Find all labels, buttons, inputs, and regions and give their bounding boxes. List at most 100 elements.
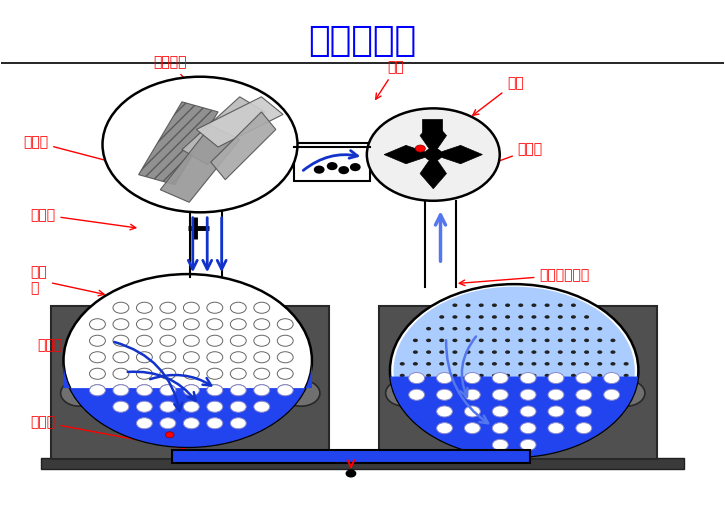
Circle shape — [465, 304, 471, 307]
Circle shape — [571, 350, 576, 354]
Circle shape — [478, 397, 484, 401]
Text: 挡液板: 挡液板 — [484, 142, 543, 167]
Circle shape — [254, 319, 270, 330]
Circle shape — [207, 418, 223, 429]
Circle shape — [282, 380, 320, 406]
Circle shape — [576, 406, 592, 417]
Circle shape — [505, 315, 510, 319]
Text: 扩散板: 扩散板 — [30, 208, 136, 230]
Circle shape — [518, 397, 523, 401]
Circle shape — [584, 315, 589, 319]
Text: 过冷器: 过冷器 — [38, 338, 134, 373]
Circle shape — [439, 350, 444, 354]
Circle shape — [231, 401, 247, 412]
Circle shape — [183, 351, 199, 363]
Circle shape — [548, 406, 564, 417]
Circle shape — [160, 302, 175, 313]
Circle shape — [394, 287, 635, 454]
Circle shape — [558, 327, 563, 330]
Circle shape — [465, 409, 471, 413]
Circle shape — [492, 374, 497, 377]
Circle shape — [544, 339, 550, 342]
Circle shape — [571, 362, 576, 366]
Circle shape — [436, 373, 452, 384]
Circle shape — [492, 389, 508, 400]
Circle shape — [544, 304, 550, 307]
Circle shape — [492, 423, 508, 434]
Circle shape — [231, 335, 247, 346]
Circle shape — [61, 380, 98, 406]
Circle shape — [465, 373, 481, 384]
Circle shape — [505, 397, 510, 401]
Circle shape — [231, 418, 247, 429]
Circle shape — [183, 385, 199, 396]
Circle shape — [89, 319, 105, 330]
Circle shape — [584, 350, 589, 354]
Circle shape — [113, 302, 129, 313]
Circle shape — [254, 368, 270, 379]
Circle shape — [624, 374, 629, 377]
Circle shape — [89, 368, 105, 379]
Circle shape — [113, 335, 129, 346]
Circle shape — [608, 380, 645, 406]
Circle shape — [347, 471, 355, 477]
Circle shape — [452, 350, 457, 354]
Circle shape — [597, 374, 602, 377]
Circle shape — [183, 368, 199, 379]
Circle shape — [518, 339, 523, 342]
Circle shape — [160, 401, 175, 412]
Circle shape — [439, 315, 444, 319]
Circle shape — [478, 304, 484, 307]
Circle shape — [277, 385, 293, 396]
Circle shape — [531, 362, 536, 366]
Circle shape — [136, 385, 152, 396]
Circle shape — [207, 319, 223, 330]
Circle shape — [544, 350, 550, 354]
Circle shape — [160, 418, 175, 429]
Circle shape — [413, 350, 418, 354]
Circle shape — [531, 304, 536, 307]
Circle shape — [597, 385, 602, 389]
Circle shape — [277, 368, 293, 379]
Circle shape — [277, 319, 293, 330]
Circle shape — [558, 362, 563, 366]
Circle shape — [136, 418, 152, 429]
Polygon shape — [182, 97, 265, 165]
Circle shape — [597, 397, 602, 401]
Circle shape — [505, 339, 510, 342]
Circle shape — [160, 319, 175, 330]
Circle shape — [254, 351, 270, 363]
Circle shape — [520, 406, 536, 417]
Circle shape — [505, 374, 510, 377]
Circle shape — [160, 351, 175, 363]
Polygon shape — [420, 155, 447, 189]
Circle shape — [520, 389, 536, 400]
Circle shape — [160, 368, 175, 379]
Circle shape — [518, 374, 523, 377]
Circle shape — [492, 339, 497, 342]
Circle shape — [113, 385, 129, 396]
Circle shape — [576, 423, 592, 434]
Circle shape — [439, 409, 444, 413]
Circle shape — [558, 304, 563, 307]
Circle shape — [597, 362, 602, 366]
Circle shape — [610, 339, 616, 342]
Circle shape — [518, 409, 523, 413]
Circle shape — [136, 368, 152, 379]
Circle shape — [571, 397, 576, 401]
Circle shape — [518, 350, 523, 354]
Circle shape — [571, 409, 576, 413]
Circle shape — [207, 368, 223, 379]
Circle shape — [426, 385, 431, 389]
Circle shape — [231, 319, 247, 330]
Circle shape — [254, 401, 270, 412]
Circle shape — [518, 362, 523, 366]
Circle shape — [544, 327, 550, 330]
Circle shape — [571, 327, 576, 330]
Circle shape — [439, 374, 444, 377]
Circle shape — [183, 401, 199, 412]
Circle shape — [492, 406, 508, 417]
Circle shape — [426, 339, 431, 342]
Circle shape — [465, 339, 471, 342]
Polygon shape — [390, 371, 639, 457]
